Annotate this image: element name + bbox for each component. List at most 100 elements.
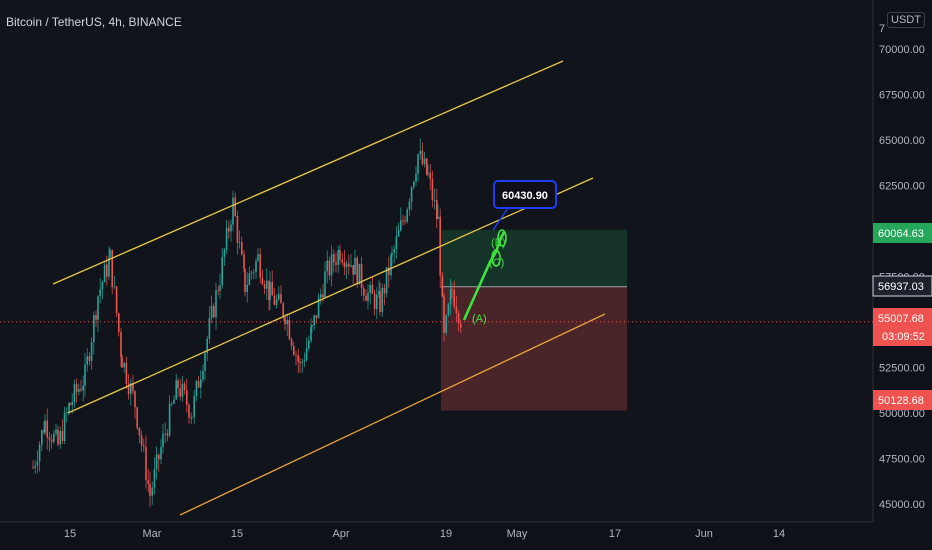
candle-body (410, 187, 413, 202)
plot-area[interactable] (0, 0, 873, 522)
candle-body (86, 356, 88, 365)
candle-body (310, 326, 312, 341)
candle-body (108, 257, 110, 277)
channel-middle-line[interactable] (67, 177, 594, 414)
candle-body (447, 304, 450, 316)
channel-upper-line[interactable] (52, 60, 564, 285)
candle-body (261, 277, 264, 285)
candle-body (179, 388, 181, 397)
candle-body (413, 181, 415, 188)
candle-body (166, 433, 169, 436)
y-tick-label: 67500.00 (879, 90, 925, 102)
candle-body (257, 254, 259, 261)
candle-body (423, 158, 426, 165)
candle-body (390, 255, 392, 276)
candle-body (421, 150, 424, 165)
candle-body (299, 361, 301, 364)
candle-body (219, 285, 221, 291)
candle-body (305, 348, 308, 361)
x-tick-label: Mar (143, 528, 162, 540)
stop-zone[interactable] (441, 286, 627, 411)
candle-body (284, 317, 286, 325)
x-tick-label: Apr (332, 528, 349, 540)
badge-target-bg (873, 223, 932, 243)
candle-body (453, 289, 455, 307)
candle-body (228, 227, 230, 232)
candle-body (317, 297, 320, 319)
candle-body (48, 437, 51, 440)
badge-entry-bg (872, 275, 932, 297)
candle-body (232, 197, 234, 225)
candle-body (50, 439, 53, 442)
candle-body (427, 172, 429, 175)
candle-body (95, 315, 97, 320)
candle-body (328, 260, 331, 276)
candle-body (138, 427, 141, 436)
candle-body (68, 403, 70, 413)
candle-body (82, 385, 84, 391)
candle-body (46, 420, 48, 438)
candle-body (288, 320, 291, 340)
target-zone[interactable] (441, 229, 627, 287)
candle-body (345, 263, 348, 268)
chart-title: Bitcoin / TetherUS, 4h, BINANCE (6, 15, 182, 29)
candle-body (358, 263, 361, 285)
candle-body (32, 467, 34, 469)
wave-a-label: (A) (472, 313, 487, 325)
candle-body (158, 454, 160, 460)
candle-body (123, 362, 125, 368)
candle-body (297, 355, 299, 362)
candle-body (173, 399, 175, 404)
candle-body (120, 331, 122, 357)
candle-body (367, 293, 369, 301)
candle-body (360, 263, 363, 289)
badge-current-bg (873, 308, 932, 346)
candle-body (352, 265, 354, 275)
candle-body (36, 461, 39, 466)
candle-body (61, 430, 64, 441)
x-tick-label: Jun (695, 528, 713, 540)
x-axis[interactable]: 15 Mar 15 Apr 19 May 17 Jun 14 (64, 528, 785, 540)
callout-text: 60430.90 (502, 190, 548, 202)
candle-body (324, 271, 326, 298)
candle-body (301, 361, 303, 364)
wave-projection-path[interactable] (462, 231, 506, 321)
candle-body (84, 364, 86, 386)
candle-body (195, 381, 198, 396)
candle-body (69, 403, 71, 406)
candle-body (109, 249, 111, 258)
callout-box[interactable] (493, 180, 557, 209)
candle-body (106, 264, 108, 277)
candle-body (88, 356, 91, 361)
candle-body (246, 284, 248, 293)
x-tick-label: 15 (64, 528, 76, 540)
candle-body (73, 384, 76, 403)
candle-body (244, 268, 246, 293)
callout-pointer (492, 207, 509, 231)
candle-body (99, 289, 101, 297)
candle-body (241, 242, 243, 255)
badge-stop: 50128.68 (873, 390, 932, 410)
candle-body (75, 384, 78, 392)
currency-selector[interactable]: USDT (887, 12, 925, 28)
candle-body (415, 173, 417, 182)
candle-body (147, 480, 149, 484)
candle-body (78, 389, 80, 392)
x-tick-label: May (507, 528, 528, 540)
candle-body (121, 356, 123, 368)
candle-body (93, 315, 95, 343)
y-axis[interactable]: 45000.0047500.0050000.0052500.0055000.00… (879, 44, 925, 511)
candle-body (290, 339, 293, 346)
channel-lower-line[interactable] (179, 313, 606, 516)
candle-body (313, 315, 315, 326)
candle-body (118, 313, 120, 332)
badge-target-value: 60064.63 (878, 228, 924, 240)
candle-body (181, 383, 184, 397)
candle-body (391, 253, 393, 256)
candle-body (41, 430, 43, 445)
candle-body (395, 236, 398, 250)
candle-body (132, 383, 134, 392)
candle-body (145, 446, 147, 481)
candle-body (315, 315, 318, 319)
